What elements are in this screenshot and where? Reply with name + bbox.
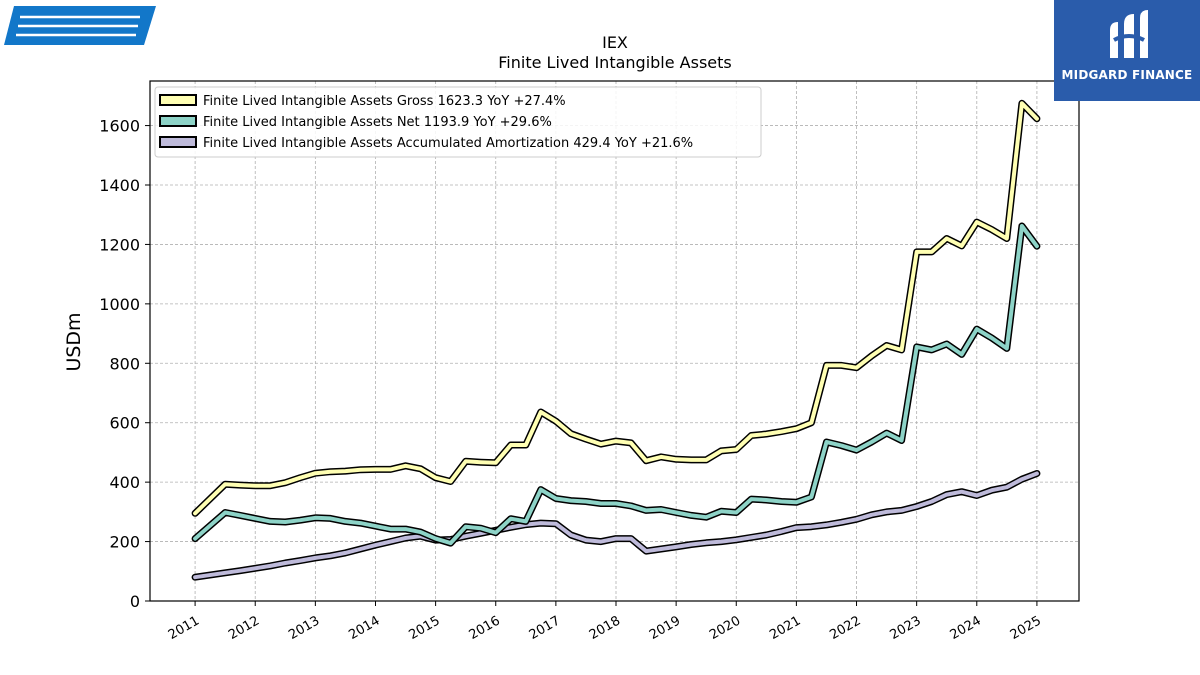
legend-label: Finite Lived Intangible Assets Net 1193.… bbox=[203, 115, 552, 130]
x-tick-label: 2012 bbox=[226, 613, 262, 643]
series-line bbox=[193, 471, 1039, 580]
y-tick-label: 400 bbox=[109, 473, 140, 492]
legend: Finite Lived Intangible Assets Gross 162… bbox=[154, 86, 762, 158]
x-tick-label: 2020 bbox=[707, 613, 743, 643]
x-tick-label: 2015 bbox=[406, 613, 442, 643]
legend-label: Finite Lived Intangible Assets Accumulat… bbox=[203, 136, 693, 151]
x-tick-label: 2011 bbox=[166, 613, 202, 643]
y-tick-label: 1000 bbox=[99, 295, 140, 314]
series-line bbox=[193, 224, 1039, 546]
x-tick-label: 2023 bbox=[887, 613, 923, 643]
legend-items: Finite Lived Intangible Assets Gross 162… bbox=[159, 94, 693, 151]
axis-ticks: 0 200 400 600 800 1000 1200 1400 1600 2011 2012 201… bbox=[99, 117, 1044, 643]
series-1 bbox=[191, 222, 1041, 547]
brand-mark-icon bbox=[1110, 10, 1148, 58]
y-tick-label: 600 bbox=[109, 414, 140, 433]
x-tick-label: 2022 bbox=[827, 613, 863, 643]
legend-swatch bbox=[159, 115, 197, 127]
x-tick-label: 2017 bbox=[527, 613, 563, 643]
chart-subtitle: Finite Lived Intangible Assets bbox=[498, 53, 731, 72]
y-axis-label: USDm bbox=[63, 312, 85, 371]
legend-label: Finite Lived Intangible Assets Gross 162… bbox=[203, 94, 566, 109]
legend-item: Finite Lived Intangible Assets Net 1193.… bbox=[159, 115, 552, 130]
company-logo bbox=[4, 6, 156, 45]
chart-title: IEX bbox=[602, 33, 628, 52]
series-2 bbox=[191, 470, 1041, 581]
y-tick-label: 1200 bbox=[99, 235, 140, 254]
brand-logo: MIDGARD FINANCE bbox=[1054, 0, 1200, 101]
x-tick-label: 2013 bbox=[286, 613, 322, 643]
grid bbox=[150, 81, 1079, 602]
x-tick-label: 2019 bbox=[647, 613, 683, 643]
legend-item: Finite Lived Intangible Assets Accumulat… bbox=[159, 136, 693, 151]
brand-name: MIDGARD FINANCE bbox=[1061, 68, 1193, 82]
y-tick-label: 0 bbox=[130, 592, 140, 611]
y-tick-label: 800 bbox=[109, 354, 140, 373]
y-tick-label: 1400 bbox=[99, 176, 140, 195]
plot-frame bbox=[149, 80, 1080, 602]
x-tick-label: 2014 bbox=[346, 613, 382, 643]
x-tick-label: 2018 bbox=[587, 613, 623, 643]
legend-box bbox=[154, 86, 762, 158]
y-tick-label: 1600 bbox=[99, 117, 140, 136]
x-tick-label: 2024 bbox=[948, 613, 984, 643]
x-tick-label: 2025 bbox=[1008, 613, 1044, 643]
legend-item: Finite Lived Intangible Assets Gross 162… bbox=[159, 94, 566, 109]
series-0 bbox=[191, 99, 1041, 517]
series-line bbox=[193, 101, 1039, 516]
series-lines bbox=[191, 99, 1041, 581]
legend-swatch bbox=[159, 136, 197, 148]
y-tick-label: 200 bbox=[109, 533, 140, 552]
legend-swatch bbox=[159, 94, 197, 106]
x-tick-label: 2016 bbox=[467, 613, 503, 643]
x-tick-label: 2021 bbox=[767, 613, 803, 643]
